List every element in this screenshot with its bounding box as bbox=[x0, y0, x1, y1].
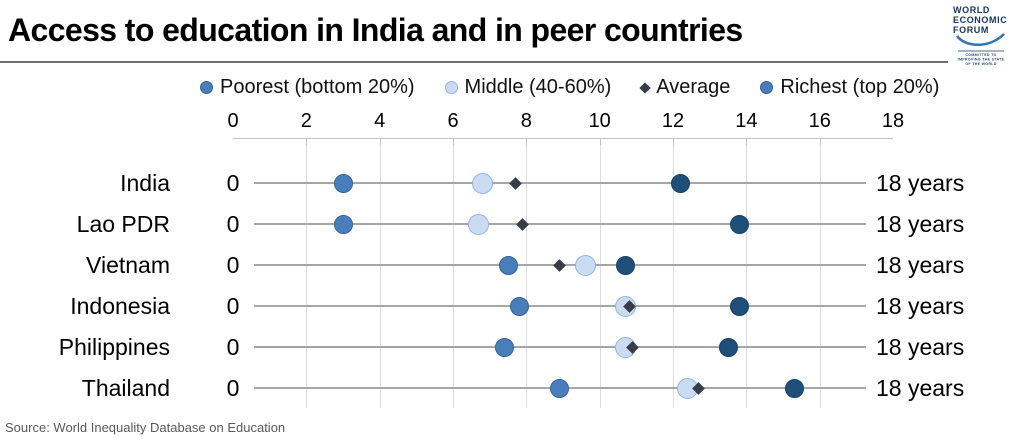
chart-legend: Poorest (bottom 20%) Middle (40-60%) Avera… bbox=[200, 76, 939, 99]
marker-poorest-bottom-20-thailand bbox=[549, 378, 569, 398]
legend-circle-icon bbox=[760, 81, 774, 94]
row-min-label: 0 bbox=[226, 170, 240, 196]
axis-tick-label: 16 bbox=[808, 110, 831, 132]
row-min-label: 0 bbox=[226, 334, 240, 360]
row-max-label: 18 years bbox=[876, 170, 965, 196]
axis-tick bbox=[453, 138, 455, 145]
legend-label: Average bbox=[656, 76, 731, 98]
axis-tick-label: 12 bbox=[661, 110, 685, 132]
row-label-india: India bbox=[120, 170, 170, 196]
axis-tick-label: 10 bbox=[588, 110, 611, 132]
marker-average-vietnam bbox=[552, 258, 566, 272]
legend-item-poorest-bottom-20: Poorest (bottom 20%) bbox=[200, 76, 415, 99]
row-label-thailand: Thailand bbox=[81, 375, 170, 401]
row-min-label: 0 bbox=[226, 211, 240, 237]
row-max-label: 18 years bbox=[876, 293, 965, 319]
axis-tick bbox=[746, 138, 748, 145]
row-line bbox=[254, 223, 866, 225]
wef-logo-word-1: WORLD bbox=[953, 5, 990, 15]
row-min-label: 0 bbox=[226, 375, 240, 401]
marker-average-india bbox=[508, 176, 522, 190]
marker-middle-40-60-lao-pdr bbox=[468, 213, 490, 235]
legend-circle-icon bbox=[444, 81, 458, 94]
marker-middle-40-60-vietnam bbox=[574, 254, 596, 276]
marker-richest-top-20-thailand bbox=[784, 378, 804, 398]
wef-swoosh-icon bbox=[955, 33, 1005, 47]
axis-tick bbox=[526, 138, 528, 145]
marker-poorest-bottom-20-indonesia bbox=[509, 296, 529, 316]
row-label-indonesia: Indonesia bbox=[70, 293, 170, 319]
axis-tick-label: 4 bbox=[374, 110, 386, 132]
marker-richest-top-20-lao-pdr bbox=[729, 214, 749, 234]
marker-middle-40-60-india bbox=[471, 172, 493, 194]
marker-poorest-bottom-20-lao-pdr bbox=[333, 214, 353, 234]
grid-line bbox=[306, 140, 308, 408]
legend-item-middle-40-60: Middle (40-60%) bbox=[444, 76, 612, 99]
source-note: Source: World Inequality Database on Edu… bbox=[5, 420, 286, 435]
row-line bbox=[254, 182, 866, 184]
grid-line bbox=[599, 140, 601, 408]
axis-tick-label: 14 bbox=[735, 110, 758, 132]
row-max-label: 18 years bbox=[876, 375, 965, 401]
legend-label: Richest (top 20%) bbox=[780, 76, 940, 98]
row-line bbox=[254, 305, 866, 307]
legend-label: Middle (40-60%) bbox=[464, 76, 612, 98]
row-line bbox=[254, 346, 866, 348]
row-label-lao-pdr: Lao PDR bbox=[76, 211, 170, 237]
wef-logo-word-3: FORUM bbox=[953, 25, 989, 35]
row-max-label: 18 years bbox=[876, 211, 965, 237]
row-max-label: 18 years bbox=[876, 252, 965, 278]
axis-tick-label: 2 bbox=[300, 110, 312, 132]
row-min-label: 0 bbox=[226, 293, 240, 319]
row-max-label: 18 years bbox=[876, 334, 965, 360]
axis-tick bbox=[673, 138, 675, 145]
row-min-label: 0 bbox=[226, 252, 240, 278]
grid-line bbox=[819, 140, 821, 408]
row-label-philippines: Philippines bbox=[58, 334, 170, 360]
marker-poorest-bottom-20-vietnam bbox=[498, 255, 518, 275]
grid-line bbox=[379, 140, 381, 408]
axis-tick-label: 6 bbox=[447, 110, 459, 132]
row-label-vietnam: Vietnam bbox=[86, 252, 170, 278]
marker-richest-top-20-philippines bbox=[718, 337, 738, 357]
wef-tagline-3: OF THE WORLD bbox=[965, 62, 996, 66]
wef-tagline-1: COMMITTED TO bbox=[965, 53, 996, 57]
axis-tick bbox=[819, 138, 821, 145]
axis-tick bbox=[379, 138, 381, 145]
axis-tick-label: 8 bbox=[520, 110, 532, 132]
wef-logo-word-2: ECONOMIC bbox=[953, 15, 1007, 25]
legend-circle-icon bbox=[200, 81, 213, 94]
marker-richest-top-20-indonesia bbox=[729, 296, 749, 316]
grid-line bbox=[673, 140, 675, 408]
wef-logo: WORLD ECONOMIC FORUM COMMITTED TO IMPROV… bbox=[953, 5, 1007, 66]
axis-tick bbox=[599, 138, 601, 145]
grid-line bbox=[526, 140, 528, 408]
legend-item-average: Average bbox=[639, 76, 731, 99]
page-title: Access to education in India and in peer… bbox=[8, 12, 743, 48]
axis-tick-label: 0 bbox=[227, 110, 239, 132]
legend-label: Poorest (bottom 20%) bbox=[220, 76, 415, 98]
axis-line bbox=[233, 138, 894, 139]
wef-tagline-2: IMPROVING THE STATE bbox=[958, 58, 1005, 62]
marker-richest-top-20-vietnam bbox=[615, 255, 635, 275]
marker-poorest-bottom-20-philippines bbox=[494, 337, 514, 357]
legend-item-richest-top-20: Richest (top 20%) bbox=[760, 76, 939, 99]
marker-richest-top-20-india bbox=[670, 173, 690, 193]
axis-tick bbox=[306, 138, 308, 145]
marker-poorest-bottom-20-india bbox=[333, 173, 353, 193]
grid-line bbox=[746, 140, 748, 408]
axis-tick-label: 18 bbox=[881, 110, 905, 132]
title-divider bbox=[0, 61, 948, 63]
grid-line bbox=[453, 140, 455, 408]
